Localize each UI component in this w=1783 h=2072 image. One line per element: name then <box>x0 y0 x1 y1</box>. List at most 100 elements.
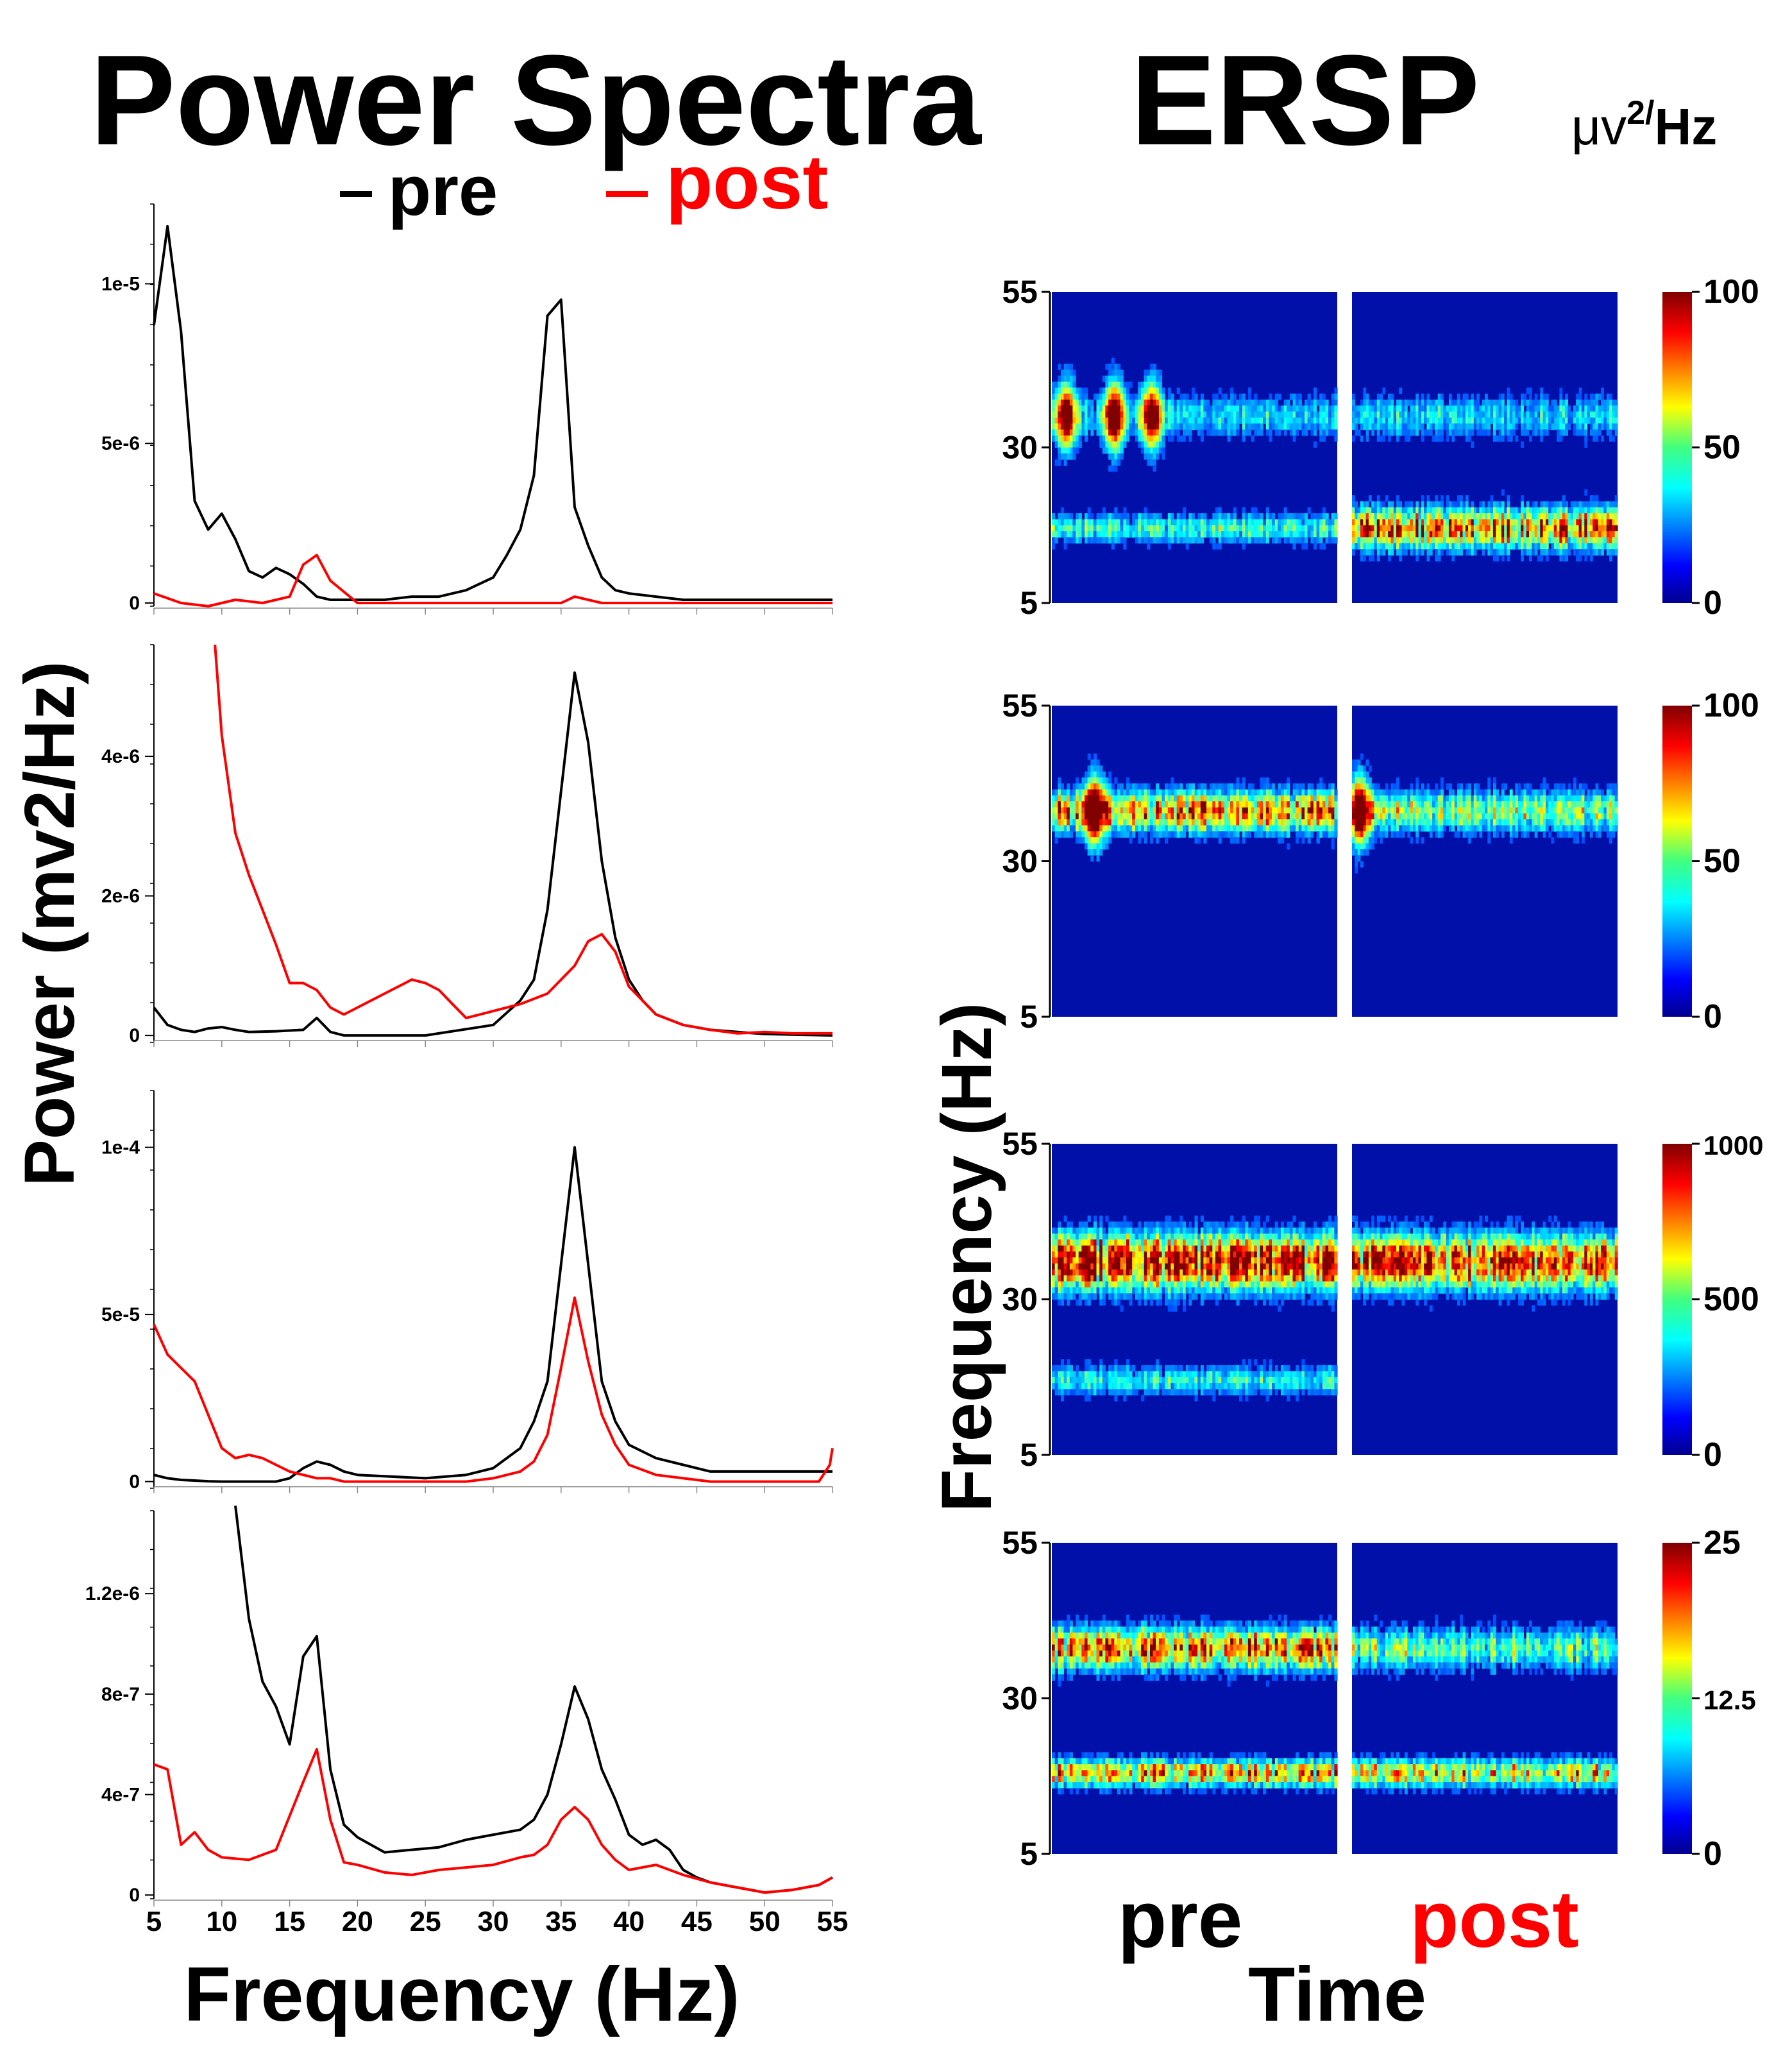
ersp-cell <box>1412 807 1416 814</box>
ersp-cell <box>1523 783 1527 790</box>
ersp-cell <box>1099 807 1103 814</box>
ersp-cell <box>1468 435 1471 442</box>
ersp-cell <box>1078 393 1082 400</box>
ersp-cell <box>1355 843 1358 850</box>
ersp-cell <box>1396 807 1399 814</box>
ersp-cell <box>1385 783 1389 790</box>
ersp-cell <box>1254 825 1258 832</box>
ersp-cell <box>1473 807 1477 814</box>
ersp-cell <box>1448 519 1452 526</box>
ersp-cell <box>1287 789 1290 796</box>
ersp-cell <box>1052 387 1056 395</box>
ersp-cell <box>1150 363 1154 370</box>
ersp-background <box>1052 706 1337 1017</box>
ersp-cell <box>1578 825 1582 832</box>
ersp-cell <box>1526 429 1530 436</box>
ersp-cell <box>1501 507 1505 514</box>
ersp-cell <box>1532 795 1535 802</box>
ersp-cell <box>1512 423 1516 430</box>
ersp-cell <box>1578 507 1582 514</box>
ersp-cell <box>1305 537 1308 544</box>
ersp-cell <box>1507 393 1510 400</box>
ersp-cell <box>1355 411 1358 418</box>
ersp-cell <box>1529 405 1532 412</box>
ersp-cell <box>1559 429 1563 436</box>
ersp-cell <box>1465 507 1469 514</box>
ersp-cell <box>1316 819 1320 826</box>
ersp-cell <box>1129 411 1133 418</box>
ersp-cell <box>1072 1293 1076 1300</box>
ersp-cell <box>1357 783 1361 790</box>
ersp-cell <box>1162 525 1165 532</box>
ersp-cell <box>1551 549 1555 556</box>
ersp-cell <box>1203 807 1207 814</box>
ersp-cell <box>1167 405 1171 412</box>
ersp-cell <box>1606 531 1610 538</box>
ersp-cell <box>1517 819 1521 826</box>
ersp-cell <box>1404 525 1408 532</box>
ersp-cell <box>1296 801 1299 808</box>
ersp-cell <box>1612 813 1616 820</box>
ersp-cell <box>1058 513 1061 520</box>
ersp-cell <box>1072 783 1076 790</box>
ersp-cell <box>1363 393 1367 400</box>
ersp-cell <box>1274 519 1278 526</box>
ersp-cell <box>1060 453 1065 460</box>
ersp-cell <box>1446 531 1449 538</box>
ersp-cell <box>1446 537 1449 544</box>
ersp-cell <box>1132 807 1136 814</box>
ersp-cell <box>1185 423 1189 430</box>
ersp-cell <box>1578 807 1582 814</box>
ersp-cell <box>1188 825 1192 832</box>
ersp-cell <box>1509 531 1513 538</box>
ersp-cell <box>1529 543 1532 550</box>
ersp-cell <box>1141 417 1145 424</box>
ersp-cell <box>1135 429 1138 436</box>
ersp-cell <box>1170 537 1174 544</box>
ersp-cell <box>1209 831 1213 838</box>
ersp-cell <box>1559 387 1563 395</box>
ersp-cell <box>1200 417 1204 424</box>
ersp-cell <box>1114 453 1118 460</box>
colorbar-tick-label: 50 <box>1703 429 1741 466</box>
ersp-cell <box>1399 513 1403 520</box>
ersp-cell <box>1310 429 1314 436</box>
ersp-cell <box>1614 399 1618 406</box>
ersp-cell <box>1462 411 1466 418</box>
ersp-cell <box>1212 417 1216 424</box>
ersp-cell <box>1593 825 1596 832</box>
ersp-cell <box>1296 837 1299 844</box>
ersp-cell <box>1390 411 1394 418</box>
ersp-cell <box>1138 411 1142 418</box>
ersp-cell <box>1174 429 1178 436</box>
ersp-cell <box>1424 807 1427 814</box>
ersp-cell <box>1578 813 1582 820</box>
ersp-cell <box>1435 507 1439 514</box>
ersp-cell <box>1559 531 1563 538</box>
ersp-cell <box>1388 531 1391 538</box>
ersp-cell <box>1352 801 1355 808</box>
ersp-cell <box>1063 405 1067 412</box>
ersp-cell <box>1158 435 1163 442</box>
ersp-cell <box>1441 813 1444 820</box>
ersp-cell <box>1325 411 1329 418</box>
ersp-cell <box>1069 441 1073 448</box>
ersp-cell <box>1242 423 1246 430</box>
ersp-cell <box>1236 801 1240 808</box>
ersp-cell <box>1603 501 1607 508</box>
ersp-cell <box>1504 429 1508 436</box>
ersp-cell <box>1551 789 1555 796</box>
ersp-cell <box>1382 519 1386 526</box>
ersp-cell <box>1060 1383 1065 1389</box>
ersp-cell <box>1090 813 1094 820</box>
ersp-cell <box>1589 813 1593 820</box>
ersp-cell <box>1150 789 1154 796</box>
ersp-cell <box>1589 825 1593 832</box>
ersp-cell <box>1305 429 1308 436</box>
ersp-cell <box>1230 789 1234 796</box>
ersp-cell <box>1557 429 1560 436</box>
ersp-cell <box>1108 777 1112 784</box>
ersp-cell <box>1593 405 1596 412</box>
power-spectra-panels: 05e-61e-502e-64e-605e-51e-404e-78e-71.2e… <box>85 203 848 1937</box>
ersp-cell <box>1529 519 1532 526</box>
